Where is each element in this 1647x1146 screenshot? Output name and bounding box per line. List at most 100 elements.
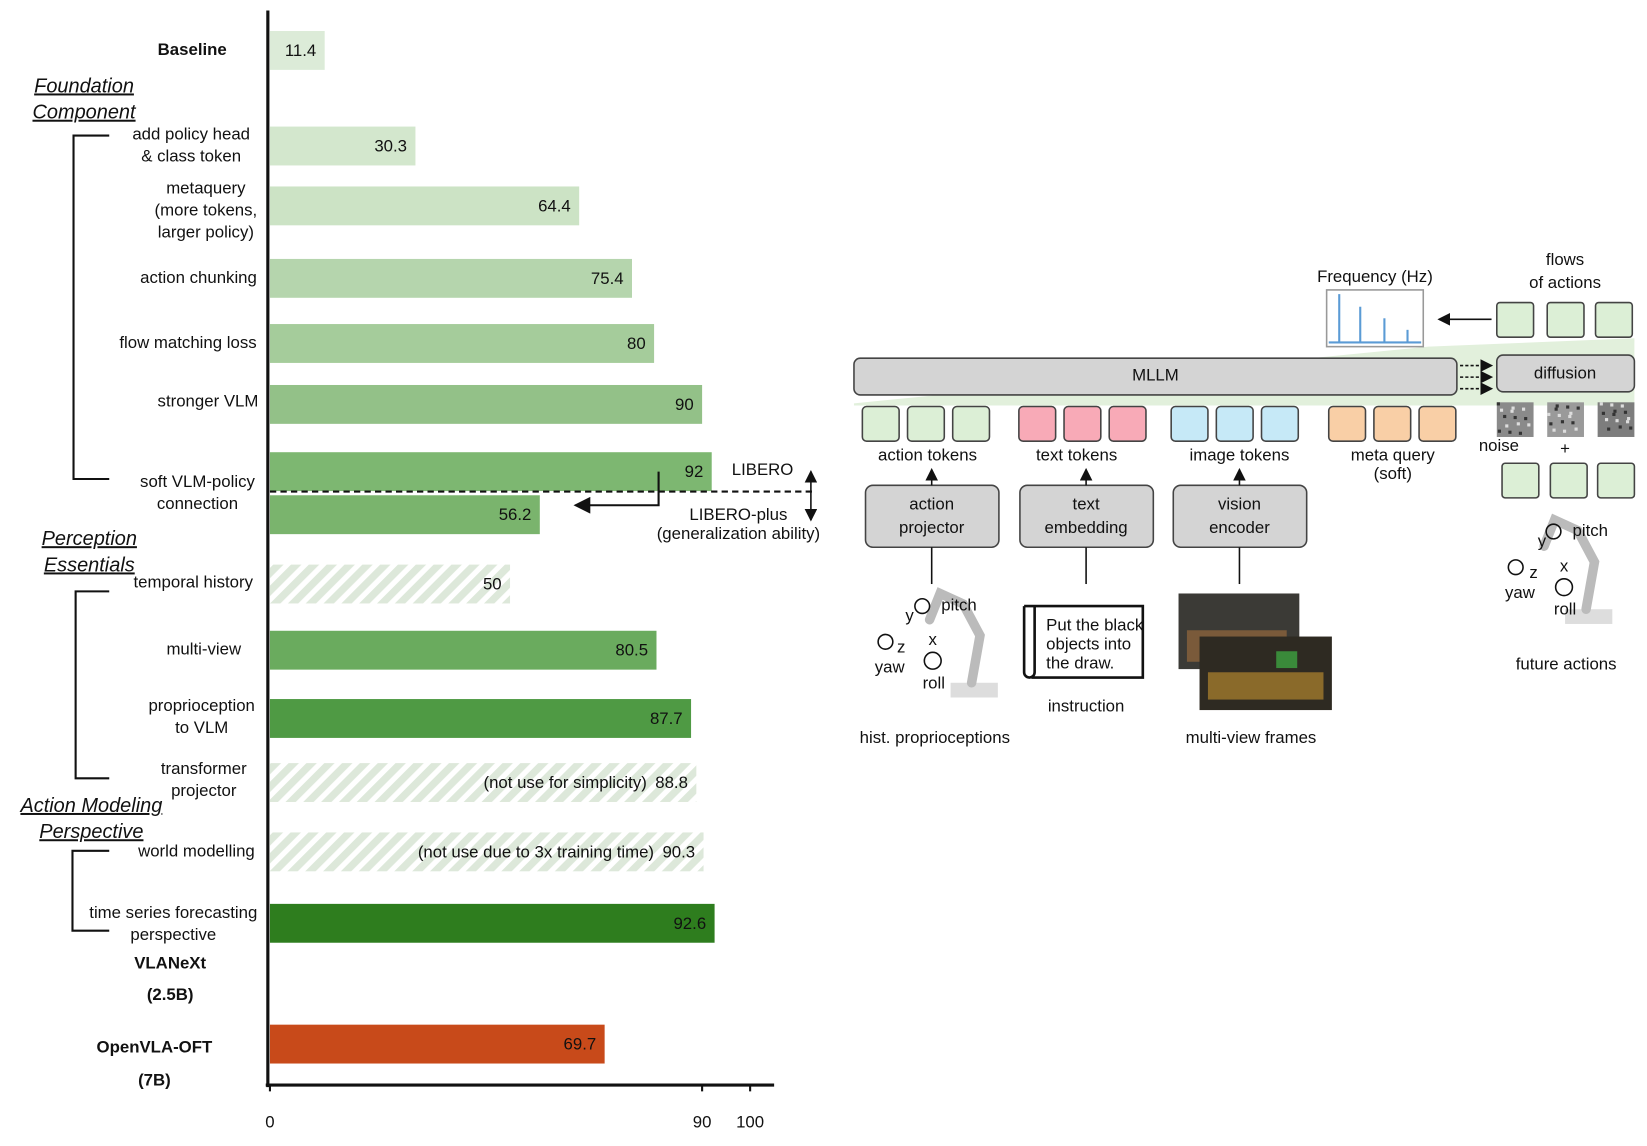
bar — [269, 126, 416, 166]
noise-dot — [1569, 411, 1573, 415]
value-label: 56.2 — [499, 505, 532, 524]
noise-dot — [1607, 427, 1611, 431]
noise-dot — [1527, 423, 1531, 427]
box — [1108, 405, 1147, 442]
diagram-label: vision — [1218, 495, 1261, 514]
noise-dot — [1552, 428, 1556, 432]
noise-patch — [1496, 402, 1534, 437]
bar — [269, 495, 540, 535]
category-label: stronger VLM — [158, 392, 259, 411]
diagram-label: x — [1560, 557, 1569, 576]
diagram-label: instruction — [1048, 696, 1125, 715]
x-tick-label: 90 — [693, 1112, 712, 1131]
benchmark-label: LIBERO-plus — [689, 505, 787, 524]
model-size: (2.5B) — [147, 985, 194, 1004]
diagram-label: y — [905, 606, 914, 625]
diagram-label: hist. proprioceptions — [860, 728, 1010, 747]
noise-dot — [1612, 412, 1616, 416]
robot-arm — [1539, 513, 1600, 614]
noise-dot — [1555, 404, 1559, 408]
noise-dot — [1615, 419, 1619, 423]
category-label: proprioception — [148, 696, 254, 715]
diagram-label: roll — [923, 673, 945, 692]
noise-dot — [1549, 422, 1553, 426]
diagram-label: objects into — [1046, 634, 1131, 653]
bar — [269, 258, 633, 298]
noise-dot — [1562, 429, 1567, 433]
category-label: soft VLM-policy — [140, 472, 255, 491]
value-label: 64.4 — [538, 196, 571, 215]
section-heading: Perception — [42, 528, 137, 550]
diagram-label: projector — [899, 518, 965, 537]
noise-dot — [1627, 417, 1631, 421]
box — [1325, 289, 1425, 348]
category-label: world modelling — [137, 841, 255, 860]
category-label: projector — [171, 781, 237, 800]
diagram-label: Put the black — [1046, 615, 1144, 634]
category-label: to VLM — [175, 718, 228, 737]
diagram-label: the draw. — [1046, 653, 1114, 672]
box — [1418, 405, 1457, 442]
box — [1596, 462, 1636, 499]
diagram-label: flows — [1546, 250, 1584, 269]
noise-dot — [1625, 420, 1630, 424]
arrow — [573, 471, 660, 514]
noise-dot — [1610, 403, 1614, 407]
noise-dot — [1513, 415, 1517, 420]
noise-dot — [1618, 425, 1622, 429]
category-label: & class token — [141, 146, 241, 165]
noise-dot — [1547, 412, 1551, 416]
box — [1501, 462, 1540, 499]
noise-dot — [1554, 407, 1558, 411]
section-heading: Action Modeling — [19, 795, 162, 817]
box — [1549, 462, 1588, 499]
x-tick-label: 0 — [265, 1112, 274, 1131]
rot-arrow — [923, 651, 942, 670]
bar — [269, 630, 657, 670]
diagram-label: embedding — [1045, 518, 1128, 537]
noise-dot — [1499, 408, 1504, 412]
bracket — [74, 590, 110, 780]
box — [1546, 301, 1585, 338]
diagram-label: action tokens — [878, 445, 977, 464]
section-heading: Component — [32, 102, 137, 124]
diagram-label: image tokens — [1189, 445, 1289, 464]
box — [1373, 405, 1412, 442]
noise-dot — [1516, 422, 1520, 426]
diffusion-box — [1496, 354, 1636, 393]
box — [951, 405, 991, 442]
benchmark-label: LIBERO — [732, 460, 794, 479]
bracket — [71, 849, 110, 932]
noise-dot — [1497, 429, 1501, 433]
value-label: 88.8 — [655, 773, 688, 792]
rot-arrow — [877, 633, 894, 650]
value-label: 87.7 — [650, 709, 683, 728]
category-label: (more tokens, — [155, 201, 258, 220]
diagram-label: (soft) — [1374, 464, 1412, 483]
robot-base — [1565, 609, 1613, 624]
bar — [269, 384, 703, 424]
noise-dot — [1510, 409, 1514, 413]
noise-dot — [1557, 413, 1561, 418]
diagram-label: text — [1073, 495, 1100, 514]
section-heading: Perspective — [39, 821, 143, 843]
value-label: 11.4 — [285, 41, 316, 60]
robot-arm — [924, 587, 985, 688]
rot-arrow — [1554, 577, 1574, 597]
diagram-label: multi-view frames — [1186, 728, 1317, 747]
category-label: OpenVLA-OFT — [97, 1038, 213, 1057]
model-label: VLANeXt — [134, 954, 206, 973]
noise-dot — [1601, 411, 1605, 415]
robot-base — [950, 682, 998, 698]
noise-dot — [1508, 430, 1512, 434]
noise-dot — [1505, 424, 1509, 428]
photo-detail — [1207, 672, 1324, 700]
value-label: 92.6 — [673, 914, 706, 933]
value-label: 90 — [675, 395, 694, 414]
box — [1063, 405, 1102, 442]
box — [906, 405, 946, 442]
bar — [269, 31, 325, 70]
diagram-label: yaw — [1505, 583, 1536, 602]
benchmark-note: (generalization ability) — [657, 524, 820, 543]
